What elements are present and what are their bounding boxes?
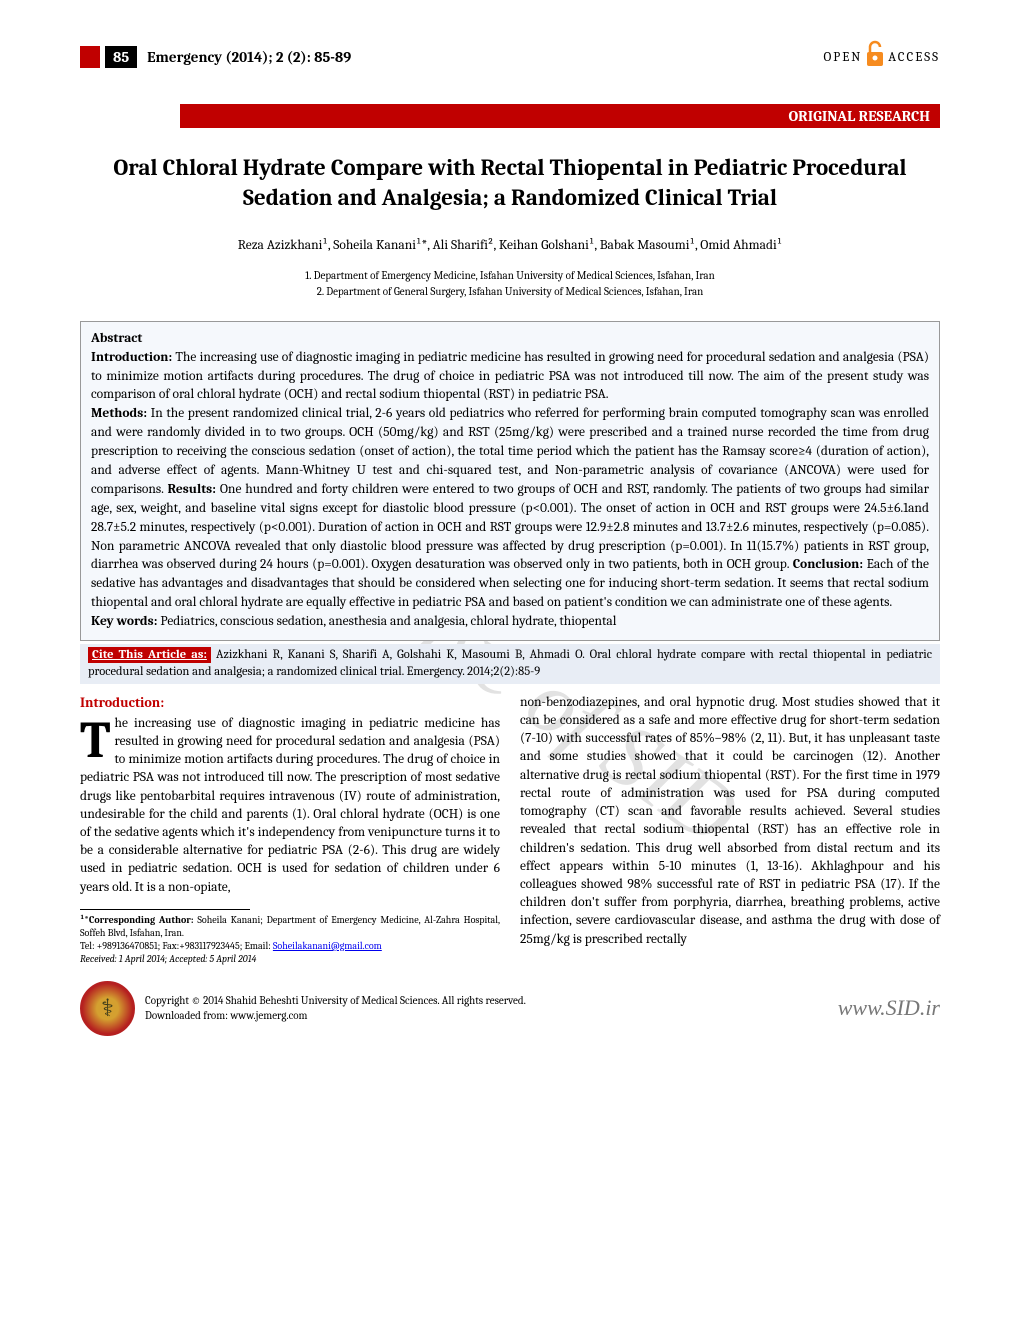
- intro-label: Introduction:: [91, 350, 172, 365]
- abstract-box: Abstract Introduction: The increasing us…: [80, 321, 940, 641]
- citation-box: Cite This Article as: Azizkhani R, Kanan…: [80, 644, 940, 684]
- affiliation-1: 1. Department of Emergency Medicine, Isf…: [80, 268, 940, 285]
- column-left: Introduction: The increasing use of diag…: [80, 694, 500, 966]
- methods-label: Methods:: [91, 406, 147, 421]
- authors: Reza Azizkhani¹, Soheila Kanani¹*, Ali S…: [80, 238, 940, 253]
- keywords-text: Pediatrics, conscious sedation, anesthes…: [157, 614, 616, 629]
- keywords-label: Key words:: [91, 614, 157, 629]
- open-access-text-left: OPEN: [824, 50, 863, 65]
- citation-text: Azizkhani R, Kanani S, Sharifi A, Golsha…: [88, 648, 932, 679]
- intro-text: The increasing use of diagnostic imaging…: [91, 350, 929, 403]
- col2-body-text: non-benzodiazepines, and oral hypnotic d…: [520, 695, 940, 947]
- introduction-heading: Introduction:: [80, 694, 500, 713]
- sid-link[interactable]: www.SID.ir: [838, 995, 940, 1021]
- body-columns: Introduction: The increasing use of diag…: [80, 694, 940, 966]
- footnote-separator: [80, 909, 250, 910]
- affiliation-2: 2. Department of General Surgery, Isfaha…: [80, 284, 940, 301]
- abstract-heading: Abstract: [91, 330, 929, 349]
- header: 85 Emergency (2014); 2 (2): 85-89 OPEN A…: [80, 40, 940, 74]
- open-access-badge: OPEN ACCESS: [824, 40, 941, 74]
- footer-text: Copyright © 2014 Shahid Beheshti Univers…: [145, 993, 526, 1024]
- journal-reference: Emergency (2014); 2 (2): 85-89: [147, 48, 351, 66]
- page-number: 85: [105, 46, 137, 68]
- column-right: non-benzodiazepines, and oral hypnotic d…: [520, 694, 940, 966]
- article-title: Oral Chloral Hydrate Compare with Rectal…: [80, 153, 940, 213]
- journal-seal-icon: [80, 981, 135, 1036]
- corresponding-label: ¹*Corresponding Author:: [80, 914, 194, 926]
- footer: Copyright © 2014 Shahid Beheshti Univers…: [80, 981, 940, 1036]
- footer-copyright: Copyright © 2014 Shahid Beheshti Univers…: [145, 993, 526, 1008]
- results-label: Results:: [167, 482, 215, 497]
- affiliations: 1. Department of Emergency Medicine, Isf…: [80, 268, 940, 301]
- conclusion-label: Conclusion:: [793, 557, 863, 572]
- citation-label: Cite This Article as:: [88, 647, 211, 663]
- footnote-tel: Tel: +989136470851; Fax:+983117923445; E…: [80, 940, 273, 952]
- open-access-icon: [865, 40, 885, 74]
- header-red-block: [80, 46, 100, 68]
- footer-downloaded: Downloaded from: www.jemerg.com: [145, 1008, 526, 1023]
- dropcap: T: [80, 715, 115, 761]
- col1-body-text: he increasing use of diagnostic imaging …: [80, 716, 500, 895]
- footnote: ¹*Corresponding Author: Soheila Kanani; …: [80, 914, 500, 966]
- footnote-email-link[interactable]: Soheilakanani@gmail.com: [273, 940, 382, 952]
- footnote-dates: Received: 1 April 2014; Accepted: 5 Apri…: [80, 953, 256, 965]
- section-banner: ORIGINAL RESEARCH: [180, 104, 940, 128]
- open-access-text-right: ACCESS: [888, 50, 940, 65]
